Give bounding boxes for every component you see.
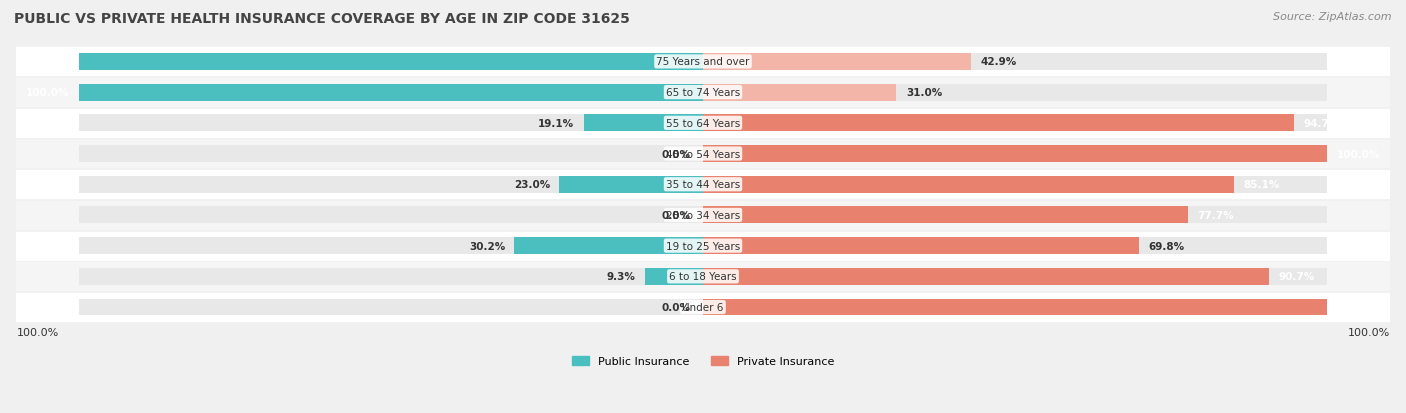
Text: 100.0%: 100.0% (1347, 327, 1389, 337)
Bar (17, 293, 1389, 321)
Bar (703, 207, 1188, 224)
Bar (703, 115, 1294, 132)
Bar (645, 268, 703, 285)
Bar (79, 207, 703, 224)
Text: 100.0%: 100.0% (17, 327, 59, 337)
Bar (583, 115, 703, 132)
Text: 100.0%: 100.0% (25, 57, 69, 67)
Bar (79, 85, 703, 101)
Text: 100.0%: 100.0% (25, 88, 69, 98)
Bar (703, 54, 1327, 71)
Bar (560, 176, 703, 193)
Bar (703, 176, 1234, 193)
Text: 19.1%: 19.1% (538, 119, 575, 128)
Text: 0.0%: 0.0% (661, 149, 690, 159)
Bar (17, 79, 1389, 107)
Bar (79, 85, 703, 101)
Bar (703, 207, 1327, 224)
Text: PUBLIC VS PRIVATE HEALTH INSURANCE COVERAGE BY AGE IN ZIP CODE 31625: PUBLIC VS PRIVATE HEALTH INSURANCE COVER… (14, 12, 630, 26)
Text: 0.0%: 0.0% (661, 302, 690, 312)
Text: 31.0%: 31.0% (905, 88, 942, 98)
Bar (703, 54, 970, 71)
Bar (79, 115, 703, 132)
Text: 30.2%: 30.2% (468, 241, 505, 251)
Text: 42.9%: 42.9% (980, 57, 1017, 67)
Text: Under 6: Under 6 (682, 302, 724, 312)
Bar (17, 263, 1389, 291)
Bar (703, 268, 1270, 285)
Bar (703, 268, 1327, 285)
Bar (17, 109, 1389, 138)
Text: 45 to 54 Years: 45 to 54 Years (666, 149, 740, 159)
Bar (79, 146, 703, 163)
Text: Source: ZipAtlas.com: Source: ZipAtlas.com (1274, 12, 1392, 22)
Bar (79, 54, 703, 71)
Text: 35 to 44 Years: 35 to 44 Years (666, 180, 740, 190)
Bar (703, 237, 1139, 254)
Bar (703, 299, 1327, 316)
Text: 94.7%: 94.7% (1303, 119, 1340, 128)
Bar (703, 299, 1327, 316)
Text: 75 Years and over: 75 Years and over (657, 57, 749, 67)
Text: 100.0%: 100.0% (1337, 149, 1381, 159)
Bar (17, 171, 1389, 199)
Text: 23.0%: 23.0% (513, 180, 550, 190)
Bar (703, 176, 1327, 193)
Bar (703, 146, 1327, 163)
Text: 9.3%: 9.3% (607, 272, 636, 282)
Bar (703, 85, 897, 101)
Bar (79, 176, 703, 193)
Text: 90.7%: 90.7% (1278, 272, 1315, 282)
Bar (79, 299, 703, 316)
Text: 100.0%: 100.0% (1337, 302, 1381, 312)
Bar (79, 268, 703, 285)
Text: 85.1%: 85.1% (1243, 180, 1279, 190)
Bar (703, 85, 1327, 101)
Bar (515, 237, 703, 254)
Bar (17, 140, 1389, 168)
Text: 19 to 25 Years: 19 to 25 Years (666, 241, 740, 251)
Text: 69.8%: 69.8% (1149, 241, 1184, 251)
Bar (17, 232, 1389, 260)
Bar (79, 237, 703, 254)
Text: 6 to 18 Years: 6 to 18 Years (669, 272, 737, 282)
Text: 55 to 64 Years: 55 to 64 Years (666, 119, 740, 128)
Text: 65 to 74 Years: 65 to 74 Years (666, 88, 740, 98)
Text: 25 to 34 Years: 25 to 34 Years (666, 211, 740, 221)
Bar (703, 146, 1327, 163)
Bar (703, 237, 1327, 254)
Text: 0.0%: 0.0% (661, 211, 690, 221)
Bar (79, 54, 703, 71)
Legend: Public Insurance, Private Insurance: Public Insurance, Private Insurance (568, 351, 838, 371)
Bar (17, 48, 1389, 76)
Bar (17, 202, 1389, 229)
Text: 77.7%: 77.7% (1198, 211, 1234, 221)
Bar (703, 115, 1327, 132)
